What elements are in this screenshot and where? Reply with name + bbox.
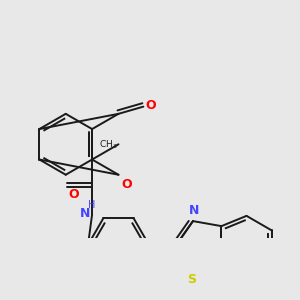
Text: O: O	[68, 188, 79, 201]
Text: O: O	[122, 178, 132, 191]
Text: CH$_3$: CH$_3$	[99, 138, 118, 151]
Text: N: N	[80, 207, 90, 220]
Text: H: H	[88, 200, 96, 210]
Text: O: O	[146, 99, 156, 112]
Text: S: S	[188, 273, 196, 286]
Text: N: N	[189, 204, 199, 217]
